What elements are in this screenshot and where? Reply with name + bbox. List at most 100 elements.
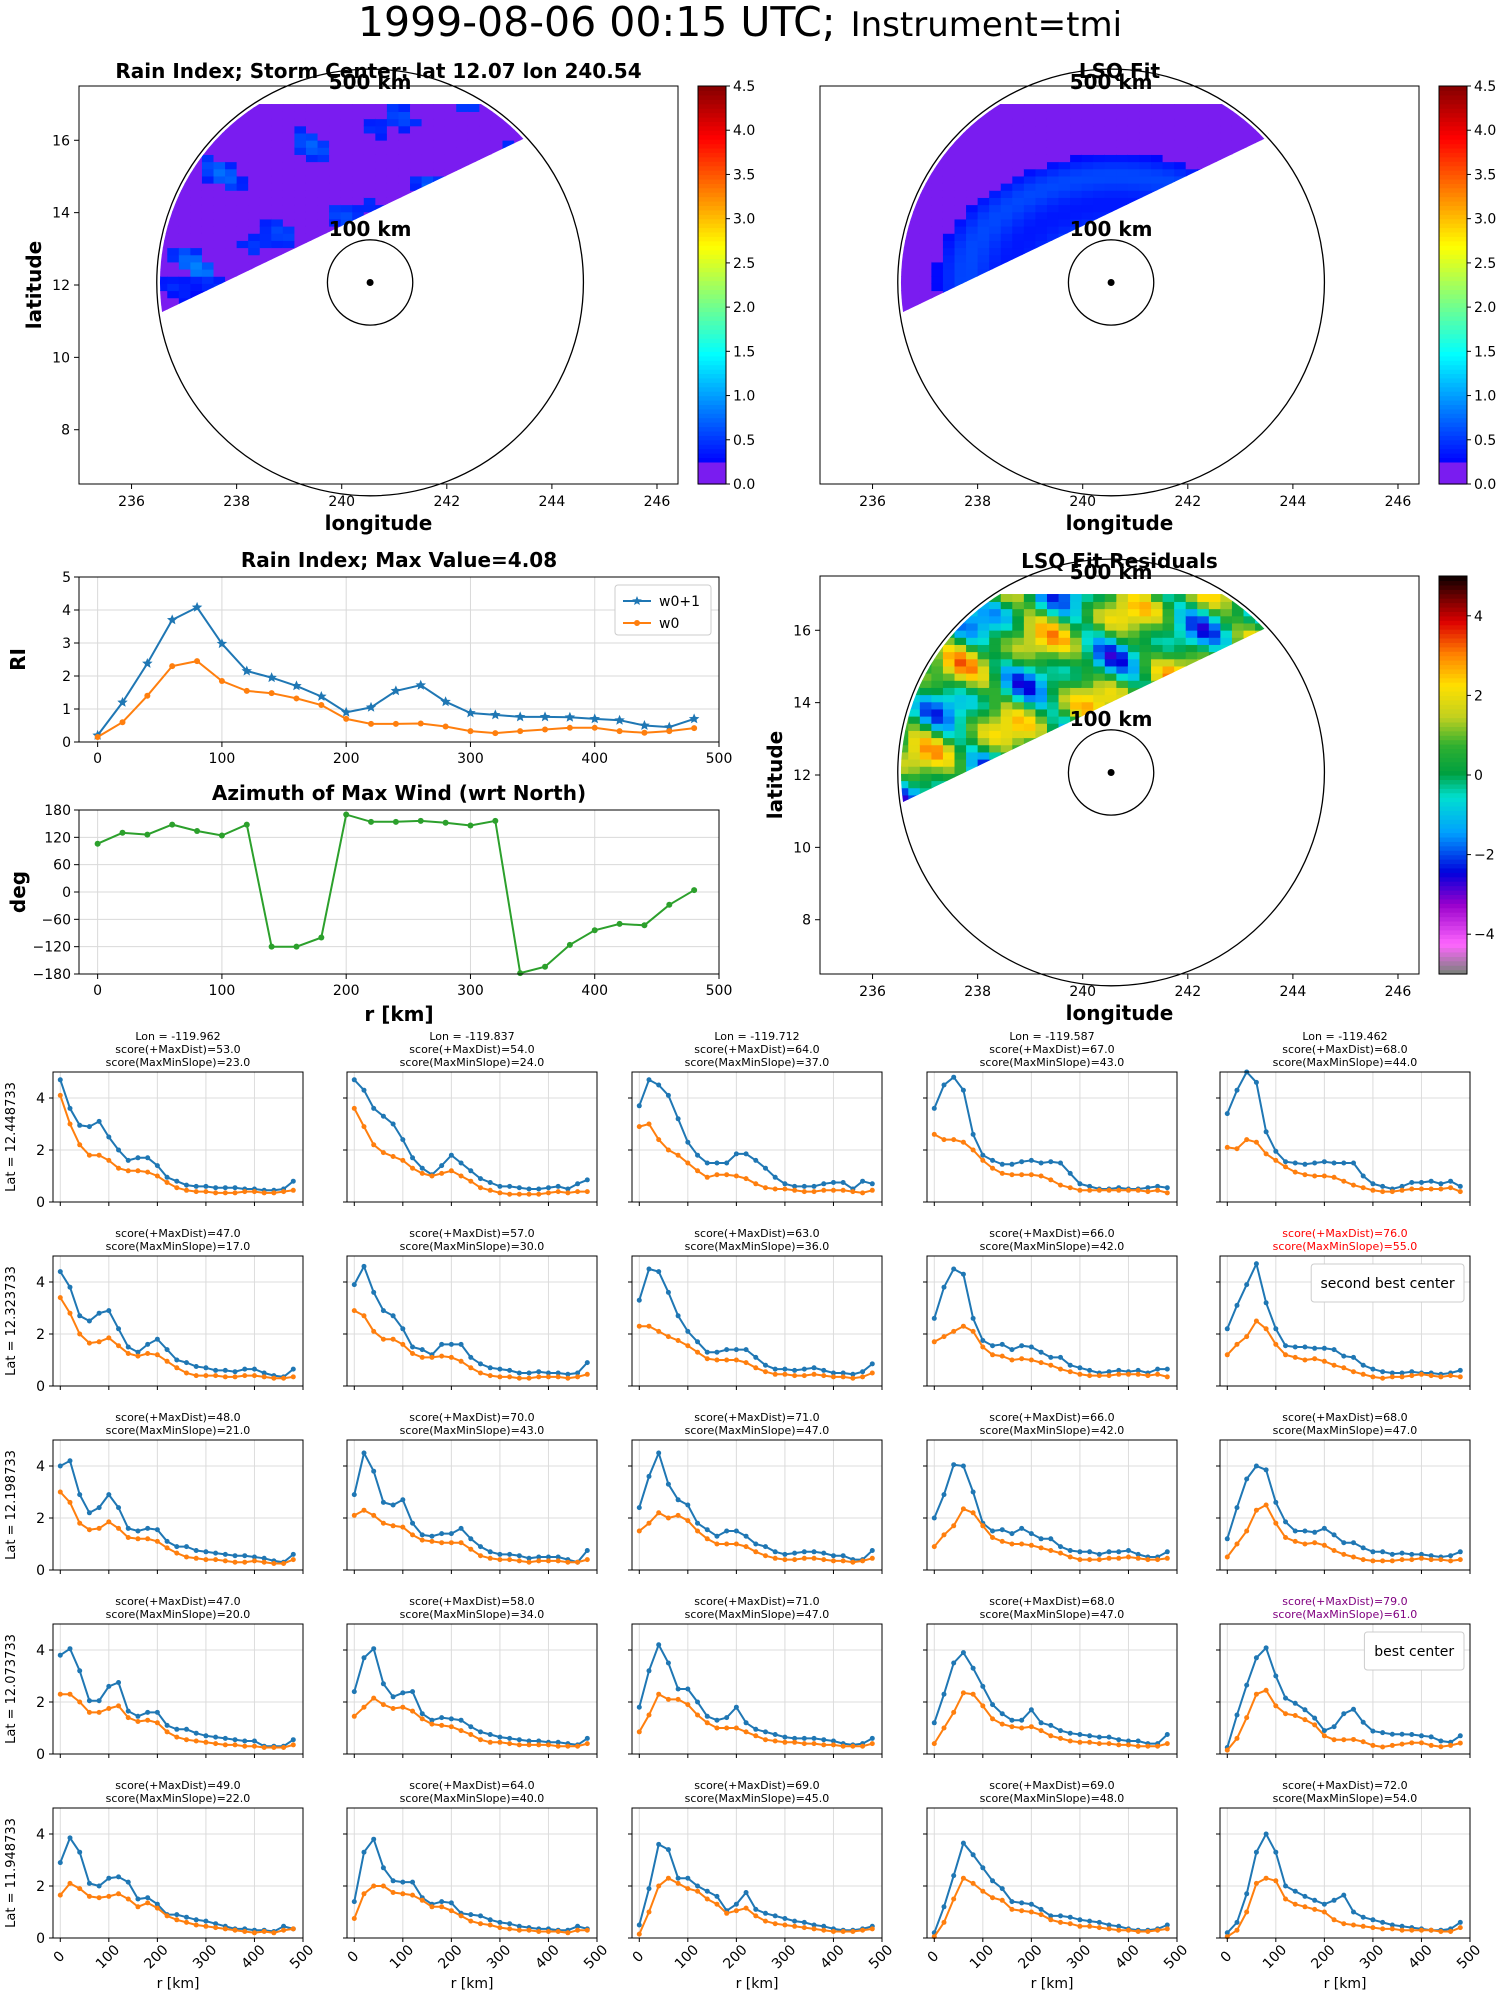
- data-point: [1087, 1733, 1093, 1739]
- data-point: [116, 1505, 122, 1511]
- data-point: [1350, 1922, 1356, 1928]
- data-point: [1009, 1906, 1015, 1912]
- data-point: [1164, 1366, 1170, 1372]
- series-line: [931, 1506, 1170, 1563]
- data-point: [999, 1886, 1005, 1892]
- data-point: [1457, 1740, 1463, 1746]
- series-line: [636, 1323, 875, 1381]
- data-point: [1263, 1831, 1269, 1837]
- data-point: [458, 1525, 464, 1531]
- data-point: [380, 1113, 386, 1119]
- data-point: [242, 1559, 248, 1565]
- data-point: [67, 1691, 73, 1697]
- data-point: [242, 1189, 248, 1195]
- data-point: [1360, 1371, 1366, 1377]
- data-point: [980, 1152, 986, 1158]
- ytick-label: 120: [44, 830, 71, 846]
- data-point: [167, 614, 178, 625]
- xtick-label: 400: [1406, 1942, 1436, 1972]
- data-point: [507, 1374, 513, 1380]
- data-point: [1341, 1711, 1347, 1717]
- data-point: [1096, 1741, 1102, 1747]
- radial-profile-panels: Rain Index; Max Value=4.080 100 200 300 400 5…: [6, 548, 732, 1026]
- data-point: [1038, 1545, 1044, 1551]
- panel-lon-label: Lon = -119.587: [1009, 1030, 1094, 1043]
- data-point: [1244, 1137, 1250, 1143]
- series-line: [931, 1690, 1170, 1749]
- data-point: [555, 1374, 561, 1380]
- data-point: [419, 1537, 425, 1543]
- data-point: [1263, 1645, 1269, 1651]
- data-point: [536, 1374, 542, 1380]
- data-point: [1116, 1371, 1122, 1377]
- data-point: [1370, 1925, 1376, 1931]
- data-point: [290, 1374, 296, 1380]
- ytick-label: −120: [33, 940, 71, 956]
- data-point: [931, 1131, 937, 1137]
- panel-score-maxminslope: score(MaxMinSlope)=22.0: [106, 1792, 251, 1805]
- data-point: [316, 691, 327, 701]
- data-point: [1283, 1896, 1289, 1902]
- data-point: [656, 1642, 662, 1648]
- data-point: [1048, 1536, 1054, 1542]
- series-line: [351, 1308, 590, 1381]
- data-point: [429, 1173, 435, 1179]
- series-line: [1224, 1502, 1463, 1564]
- map-xtick-label: 246: [1385, 984, 1412, 1000]
- data-point: [1155, 1927, 1161, 1933]
- xtick-label: 300: [457, 983, 484, 999]
- data-point: [801, 1555, 807, 1561]
- data-point: [762, 1362, 768, 1368]
- data-point: [1224, 1930, 1230, 1936]
- data-point: [1135, 1929, 1141, 1934]
- data-point: [67, 1105, 73, 1111]
- data-point: [636, 1528, 642, 1534]
- series-line: [92, 601, 700, 740]
- data-point: [733, 1528, 739, 1534]
- xtick-label: 200: [1015, 1942, 1045, 1972]
- data-point: [1028, 1344, 1034, 1350]
- candidate-panel: score(+MaxDist)=71.0score(MaxMinSlope)=4…: [628, 1595, 883, 1758]
- data-point: [1067, 1914, 1073, 1920]
- data-point: [1292, 1888, 1298, 1894]
- candidate-panel: Lon = -119.462score(+MaxDist)=68.0score(…: [1216, 1030, 1471, 1206]
- data-point: [1418, 1927, 1424, 1933]
- panel-score-maxminslope: score(MaxMinSlope)=47.0: [980, 1608, 1125, 1621]
- data-point: [1234, 1735, 1240, 1741]
- data-point: [830, 1738, 836, 1744]
- data-point: [290, 1742, 296, 1748]
- data-point: [191, 601, 203, 612]
- data-point: [1350, 1354, 1356, 1360]
- data-point: [753, 1906, 759, 1912]
- data-point: [1019, 1541, 1025, 1547]
- data-point: [1302, 1541, 1308, 1547]
- xtick-label: 0: [1218, 1948, 1236, 1966]
- data-point: [1145, 1557, 1151, 1563]
- map-xtick-label: 246: [1385, 494, 1412, 510]
- data-point: [526, 1555, 532, 1561]
- data-point: [999, 1341, 1005, 1347]
- data-point: [116, 1147, 122, 1153]
- data-point: [1224, 1554, 1230, 1560]
- data-point: [203, 1183, 209, 1189]
- data-point: [343, 811, 350, 818]
- data-point: [1380, 1369, 1386, 1375]
- data-point: [636, 1124, 642, 1130]
- xtick-label: 100: [93, 1942, 123, 1972]
- data-point: [1292, 1354, 1298, 1360]
- data-point: [960, 1323, 966, 1329]
- data-point: [688, 713, 700, 724]
- data-point: [1273, 1703, 1279, 1709]
- data-point: [1087, 1367, 1093, 1373]
- data-point: [941, 1919, 947, 1925]
- data-point: [575, 1181, 581, 1187]
- data-point: [714, 1893, 720, 1899]
- candidate-panel: score(+MaxDist)=66.0score(MaxMinSlope)=4…: [923, 1411, 1178, 1574]
- data-point: [1116, 1555, 1122, 1561]
- data-point: [1263, 1129, 1269, 1135]
- data-point: [164, 1913, 170, 1919]
- data-point: [242, 1373, 248, 1379]
- data-point: [57, 1269, 63, 1275]
- ytick-label: −180: [33, 967, 71, 983]
- panel-score-maxdist: score(+MaxDist)=64.0: [409, 1779, 534, 1792]
